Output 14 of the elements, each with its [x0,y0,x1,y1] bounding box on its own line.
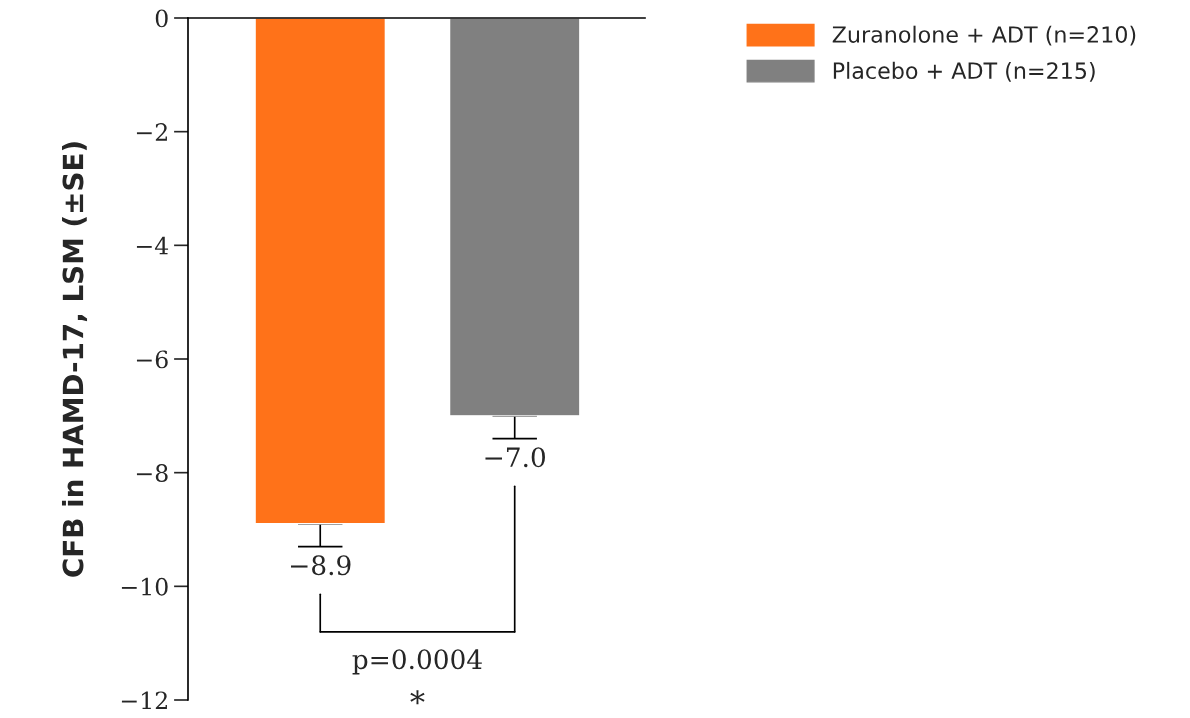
y-axis-title: CFB in HAMD-17, LSM (±SE) [61,142,88,577]
annotation: * [410,690,425,705]
y-tick-label: −8 [136,464,168,482]
data-label: −7.0 [485,447,545,468]
annotation: p=0.0004 [352,649,482,675]
data-label: −8.9 [290,555,351,576]
y-tick-label: 0 [155,9,168,28]
y-tick-label: −2 [136,123,167,141]
y-tick-label: −4 [136,236,169,255]
y-tick-label: −12 [121,691,167,709]
legend-label: Zuranolone + ADT (n=210) [832,25,1136,46]
y-tick-label: −6 [136,350,168,369]
y-tick-label: −10 [121,577,168,596]
legend-label: Placebo + ADT (n=215) [833,61,1095,82]
